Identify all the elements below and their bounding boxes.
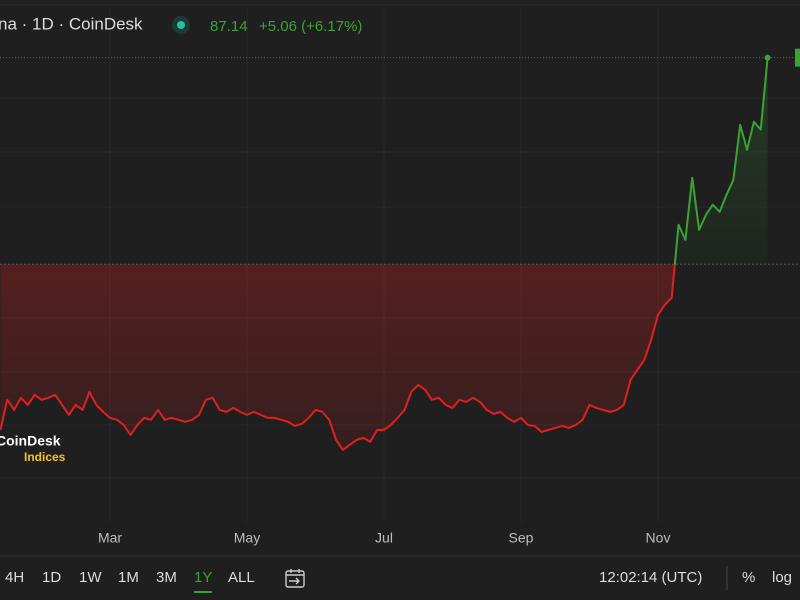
logo-sub: Indices bbox=[24, 450, 66, 464]
status-dot bbox=[177, 21, 185, 29]
interval-button[interactable]: 1Y bbox=[194, 569, 212, 586]
x-tick-label: Jul bbox=[375, 530, 393, 546]
interval-button[interactable]: 1D bbox=[42, 569, 61, 586]
last-price: 87.14 bbox=[210, 18, 248, 35]
interval-button[interactable]: 3M bbox=[156, 569, 177, 586]
symbol-title: na · 1D · CoinDesk bbox=[0, 14, 143, 33]
percent-toggle[interactable]: % bbox=[742, 569, 755, 586]
interval-button[interactable]: 1M bbox=[118, 569, 139, 586]
x-tick-label: Sep bbox=[509, 530, 534, 546]
x-tick-label: Nov bbox=[646, 530, 671, 546]
x-tick-label: May bbox=[234, 530, 260, 546]
x-tick-label: Mar bbox=[98, 530, 122, 546]
logo-name: CoinDesk bbox=[0, 433, 61, 449]
date-range-icon[interactable] bbox=[285, 569, 305, 588]
interval-button[interactable]: 1W bbox=[79, 569, 102, 586]
price-change: +5.06 (+6.17%) bbox=[259, 18, 362, 35]
area-fill bbox=[0, 57, 768, 450]
log-toggle[interactable]: log bbox=[772, 569, 792, 586]
price-line bbox=[0, 57, 769, 451]
price-scale-marker bbox=[795, 48, 800, 67]
clock: 12:02:14 (UTC) bbox=[599, 569, 702, 586]
last-point bbox=[764, 54, 771, 61]
interval-button[interactable]: ALL bbox=[228, 569, 255, 586]
interval-button[interactable]: 4H bbox=[5, 569, 24, 586]
